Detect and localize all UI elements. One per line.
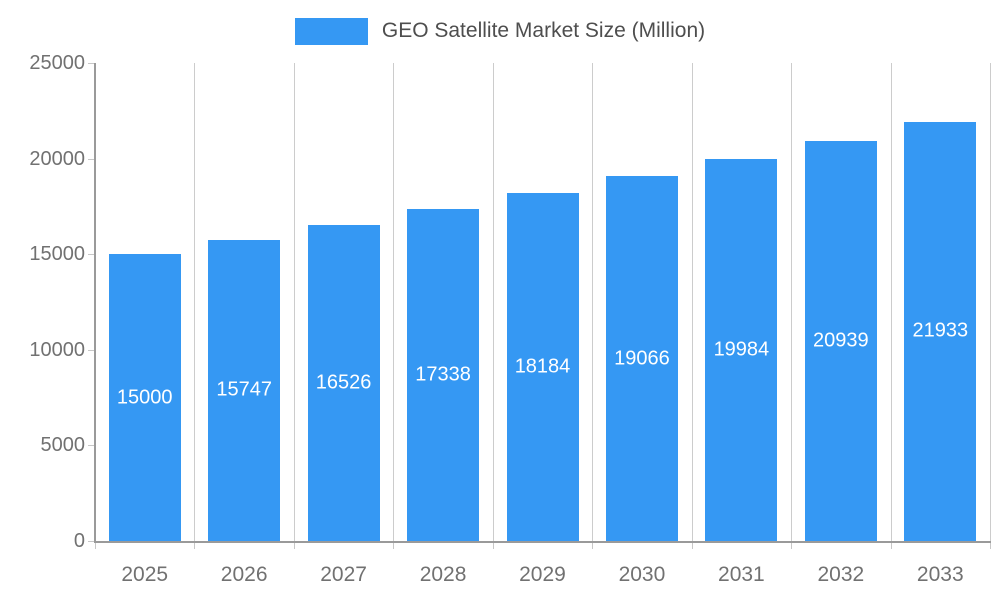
x-axis-tick (194, 543, 196, 549)
y-axis-tick-label: 25000 (29, 52, 85, 74)
x-axis-tick (95, 543, 96, 549)
x-gridline (990, 63, 991, 541)
y-axis-tick-label: 20000 (29, 147, 85, 170)
x-axis-tick-label: 2027 (320, 563, 367, 586)
x-gridline (393, 63, 395, 541)
x-gridline (194, 63, 196, 541)
x-axis-tick (592, 543, 594, 549)
bar-value-label: 19984 (713, 338, 770, 361)
legend-swatch (294, 17, 368, 45)
bar-2032[interactable]: 20939 (804, 140, 877, 541)
bar-value-label: 16526 (315, 371, 372, 394)
y-axis-line (94, 63, 96, 543)
bar-2026[interactable]: 15747 (208, 239, 281, 541)
x-axis-tick-label: 2026 (220, 563, 268, 586)
y-axis-tick (88, 445, 94, 447)
x-gridline (691, 63, 693, 541)
x-axis-tick (990, 543, 991, 549)
x-axis-line (94, 541, 991, 543)
bar-value-label: 21933 (912, 319, 969, 342)
bar-2029[interactable]: 18184 (506, 193, 579, 541)
bar-2031[interactable]: 19984 (705, 158, 778, 541)
x-gridline (492, 63, 494, 541)
y-axis-tick (88, 254, 94, 256)
chart-legend[interactable]: GEO Satellite Market Size (Million) (0, 16, 1000, 46)
x-axis-tick-label: 2029 (519, 563, 566, 586)
bar-2027[interactable]: 16526 (307, 225, 380, 541)
bar-value-label: 19066 (614, 347, 670, 370)
bar-value-label: 15747 (216, 378, 272, 401)
bar-value-label: 20939 (813, 329, 869, 352)
bar-value-label: 17338 (415, 363, 471, 386)
bar-2028[interactable]: 17338 (407, 209, 480, 541)
y-axis-tick (88, 541, 94, 542)
bar-value-label: 15000 (116, 386, 173, 409)
y-axis-tick-label: 15000 (29, 243, 85, 266)
bar-value-label: 18184 (514, 355, 571, 378)
x-gridline (791, 63, 793, 541)
x-axis-tick-label: 2028 (419, 563, 467, 586)
y-axis-tick (88, 349, 94, 351)
bar-2030[interactable]: 19066 (605, 176, 678, 541)
x-axis-tick (791, 543, 793, 549)
x-axis-tick-label: 2025 (121, 563, 169, 586)
y-axis-tick (88, 158, 94, 160)
x-axis-tick (691, 543, 693, 549)
legend-label: GEO Satellite Market Size (Million) (381, 19, 706, 42)
x-axis-tick (890, 543, 892, 549)
x-axis-tick-label: 2032 (817, 563, 865, 586)
y-axis-tick-label: 0 (73, 530, 85, 552)
y-axis-tick-label: 10000 (29, 338, 85, 361)
x-axis-tick-label: 2031 (718, 563, 765, 586)
x-axis-tick (393, 543, 395, 549)
x-axis-tick-label: 2030 (618, 563, 666, 586)
x-gridline (592, 63, 594, 541)
bar-2025[interactable]: 15000 (108, 254, 181, 541)
x-axis-tick (492, 543, 494, 549)
y-axis-tick-label: 5000 (40, 434, 86, 457)
x-gridline (890, 63, 892, 541)
bar-2033[interactable]: 21933 (904, 121, 977, 541)
x-axis-tick (293, 543, 295, 549)
x-gridline (293, 63, 295, 541)
y-axis-tick (88, 63, 94, 64)
x-axis-tick-label: 2033 (916, 563, 964, 586)
